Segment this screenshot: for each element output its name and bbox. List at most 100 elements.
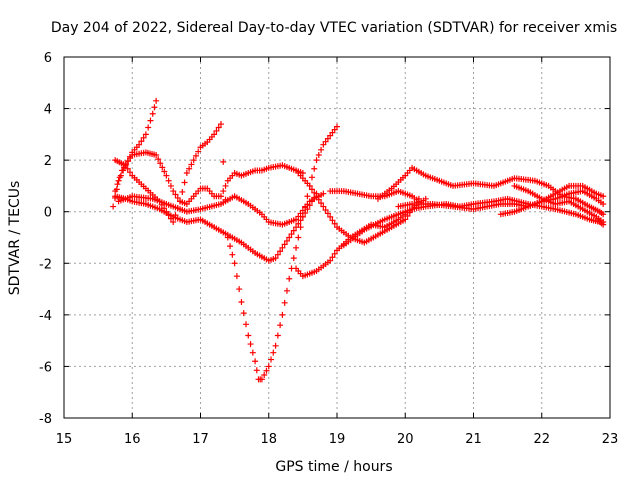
data-point (277, 248, 284, 255)
x-tick-label: 22 (533, 432, 550, 447)
x-tick-labels: 15 16 17 18 19 20 21 22 23 (56, 432, 619, 447)
data-point (261, 372, 268, 379)
data-point (153, 97, 160, 104)
data-point (249, 349, 256, 356)
data-point (157, 160, 164, 167)
data-point (286, 275, 293, 282)
data-point (122, 162, 129, 169)
data-point (110, 203, 117, 210)
y-tick-label: 6 (44, 51, 52, 66)
data-point (327, 213, 334, 220)
data-point (322, 206, 329, 213)
data-point (163, 172, 170, 179)
data-point (140, 134, 147, 141)
data-point (195, 148, 202, 155)
data-point (600, 219, 607, 226)
series-sat-g (293, 195, 429, 280)
data-point (302, 204, 309, 211)
series-sat-e (115, 190, 327, 228)
data-point (236, 286, 243, 293)
data-point (220, 188, 227, 195)
data-point (600, 193, 607, 200)
data-point (147, 117, 154, 124)
data-point (295, 234, 302, 241)
grid-lines (64, 57, 610, 418)
data-point (327, 132, 334, 139)
data-point (181, 179, 188, 186)
series-sat-d (112, 190, 320, 264)
x-tick-label: 21 (465, 432, 482, 447)
data-point (331, 220, 338, 227)
data-point (124, 165, 131, 172)
y-axis-label: SDTVAR / TECUs (7, 181, 23, 296)
data-point (277, 322, 284, 329)
data-point (320, 190, 327, 197)
data-point (192, 152, 199, 159)
data-point (217, 193, 224, 200)
data-point (243, 321, 249, 328)
data-marks (110, 97, 607, 383)
data-point (422, 195, 429, 202)
data-point (211, 131, 218, 138)
y-tick-label: 0 (44, 206, 52, 221)
data-point (329, 217, 336, 224)
data-point (331, 250, 338, 257)
data-point (315, 196, 322, 203)
data-point (295, 220, 302, 227)
data-point (149, 110, 156, 117)
data-point (126, 169, 133, 176)
data-point (304, 201, 311, 208)
data-point (127, 155, 134, 162)
data-point (240, 310, 247, 317)
chart-title: Day 204 of 2022, Sidereal Day-to-day VTE… (51, 20, 617, 36)
axis-ticks (63, 56, 611, 419)
data-point (293, 224, 300, 231)
data-point (318, 146, 325, 153)
data-point (227, 243, 234, 250)
y-tick-labels: -8 -6 -4 -2 0 2 4 6 (39, 51, 52, 427)
data-point (402, 216, 409, 223)
series-sat-j (374, 164, 607, 218)
data-point (233, 273, 240, 280)
data-point (125, 158, 132, 165)
series-sat-l (497, 182, 607, 218)
data-point (170, 188, 177, 195)
data-point (112, 188, 119, 195)
data-point (288, 231, 295, 238)
data-point (263, 367, 270, 374)
data-point (247, 341, 254, 348)
data-point (600, 200, 607, 207)
data-point (320, 203, 327, 210)
data-point (138, 138, 145, 145)
data-point (274, 251, 281, 258)
data-point (190, 157, 197, 164)
data-point (170, 219, 177, 226)
data-point (311, 189, 318, 196)
data-point (331, 126, 338, 133)
data-point (283, 287, 290, 294)
data-point (308, 186, 315, 193)
data-point (297, 217, 304, 224)
x-tick-label: 15 (56, 432, 73, 447)
data-point (320, 141, 327, 148)
data-point (306, 182, 313, 189)
data-point (334, 123, 340, 130)
x-tick-label: 16 (124, 432, 141, 447)
data-point (231, 260, 238, 267)
data-point (283, 237, 290, 244)
data-point (161, 168, 168, 175)
data-point (252, 358, 259, 365)
x-tick-label: 17 (192, 432, 209, 447)
data-point (272, 342, 279, 349)
data-point (286, 234, 293, 241)
series-sat-c (112, 121, 340, 383)
y-tick-label: -8 (39, 412, 52, 427)
data-point (281, 241, 288, 248)
data-point (115, 177, 122, 184)
data-point (151, 104, 158, 111)
data-point (327, 257, 334, 264)
data-point (311, 165, 318, 172)
data-point (186, 165, 193, 172)
data-point (136, 141, 143, 148)
data-point (299, 207, 306, 214)
